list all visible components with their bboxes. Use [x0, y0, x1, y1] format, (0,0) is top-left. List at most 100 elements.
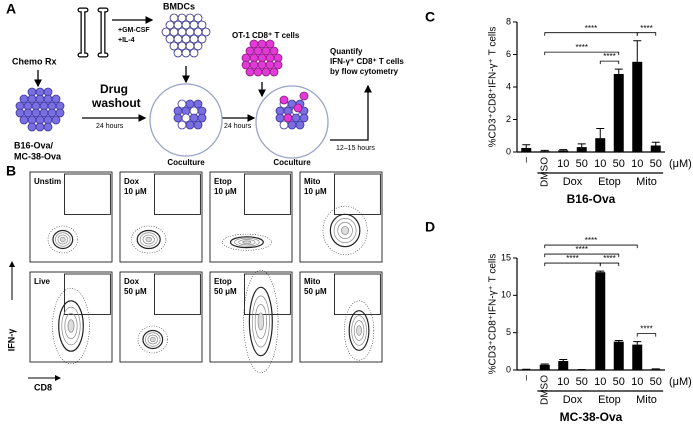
coculture-well [149, 83, 223, 157]
cell [261, 67, 271, 77]
plot-label: Dox [124, 277, 140, 286]
contour [348, 310, 370, 351]
error-bar [540, 149, 549, 152]
contour [59, 236, 66, 243]
label: washout [91, 96, 141, 110]
y-tick-label: 4 [506, 81, 511, 91]
contour [329, 213, 361, 248]
contour [248, 286, 273, 357]
bar [632, 344, 643, 370]
contour [57, 234, 69, 245]
contour [229, 236, 264, 249]
events [47, 225, 78, 254]
cell [193, 41, 203, 51]
gate [334, 173, 381, 215]
y-tick-label: 2 [506, 114, 511, 124]
significance: **** [603, 254, 615, 263]
significance: **** [585, 236, 597, 245]
cell [189, 48, 199, 58]
x-tick-label: 10 [594, 376, 606, 388]
y-tick-label: 10 [501, 290, 511, 300]
y-tick-label: 5 [506, 327, 511, 337]
label: IFN-γ⁺ CD8⁺ T cells [330, 57, 404, 66]
bracket [599, 262, 620, 267]
cell [269, 46, 279, 56]
gate [154, 173, 201, 215]
cell [55, 108, 65, 118]
plot-label: 50 μM [304, 287, 327, 296]
cell [43, 122, 53, 132]
error-bar [614, 340, 623, 342]
bar [576, 147, 587, 152]
x-tick-label: 10 [557, 158, 569, 170]
events [131, 225, 167, 254]
error-bar [614, 68, 623, 74]
cell [35, 122, 45, 132]
flow-plot [29, 271, 113, 363]
label: 24 hours [224, 123, 252, 130]
label: +GM-CSF [118, 27, 150, 34]
label: 12–15 hours [336, 145, 375, 152]
label: OT-1 CD8⁺ T cells [232, 31, 300, 40]
plot-label: Etop [214, 177, 232, 186]
contour [58, 300, 84, 352]
gate [244, 173, 291, 215]
tcell [283, 113, 293, 123]
group-label: Dox [563, 394, 583, 406]
bracket [544, 51, 620, 56]
y-axis-label: %CD3⁺CD8⁺IFN-γ⁺ T cells [488, 254, 499, 375]
error-bar [651, 141, 660, 146]
chart-title: MC-38-Ova [560, 410, 623, 424]
contour [353, 320, 365, 341]
cell [51, 94, 61, 104]
events [322, 205, 368, 256]
bar [539, 364, 550, 370]
flow-plot [209, 271, 293, 363]
events [243, 269, 279, 374]
contour [139, 232, 158, 247]
bar [595, 272, 606, 370]
bar [613, 74, 624, 152]
contour [337, 222, 353, 239]
plot-label: Unstim [34, 177, 61, 186]
error-bar [596, 127, 605, 139]
flow-plot [29, 171, 113, 263]
x-tick-label: DMSO [539, 157, 550, 187]
cell [197, 113, 207, 123]
cell [51, 115, 61, 125]
bracket [544, 244, 638, 249]
y-tick-label: 0 [506, 364, 511, 374]
cell [193, 120, 203, 130]
chart-title: B16-Ova [567, 192, 616, 206]
bar [539, 151, 550, 152]
significance: **** [603, 52, 615, 61]
contour [142, 234, 155, 245]
panel-letter: B [6, 163, 16, 179]
group-label: Mito [636, 176, 657, 188]
significance: **** [566, 254, 578, 263]
x-tick-label: 50 [613, 376, 625, 388]
cell [197, 20, 207, 30]
cell [173, 48, 183, 58]
contour [61, 306, 81, 346]
error-bar [559, 359, 568, 362]
plot-label: Dox [124, 177, 140, 186]
contour [147, 334, 159, 345]
cell [27, 122, 37, 132]
error-bar [559, 149, 568, 151]
label: B16-Ova/ [14, 140, 54, 150]
label: BMDCs [163, 1, 195, 11]
bracket [636, 333, 657, 337]
events [343, 300, 375, 361]
gate [64, 173, 111, 215]
gate [334, 273, 381, 315]
plot-label: 50 μM [214, 287, 237, 296]
contour [64, 313, 78, 339]
flow-y-label: IFN-γ [6, 329, 16, 352]
error-bar [577, 143, 586, 148]
contour [254, 304, 267, 339]
group-label: Mito [636, 394, 657, 406]
tcell [293, 103, 303, 113]
cell [295, 120, 305, 130]
